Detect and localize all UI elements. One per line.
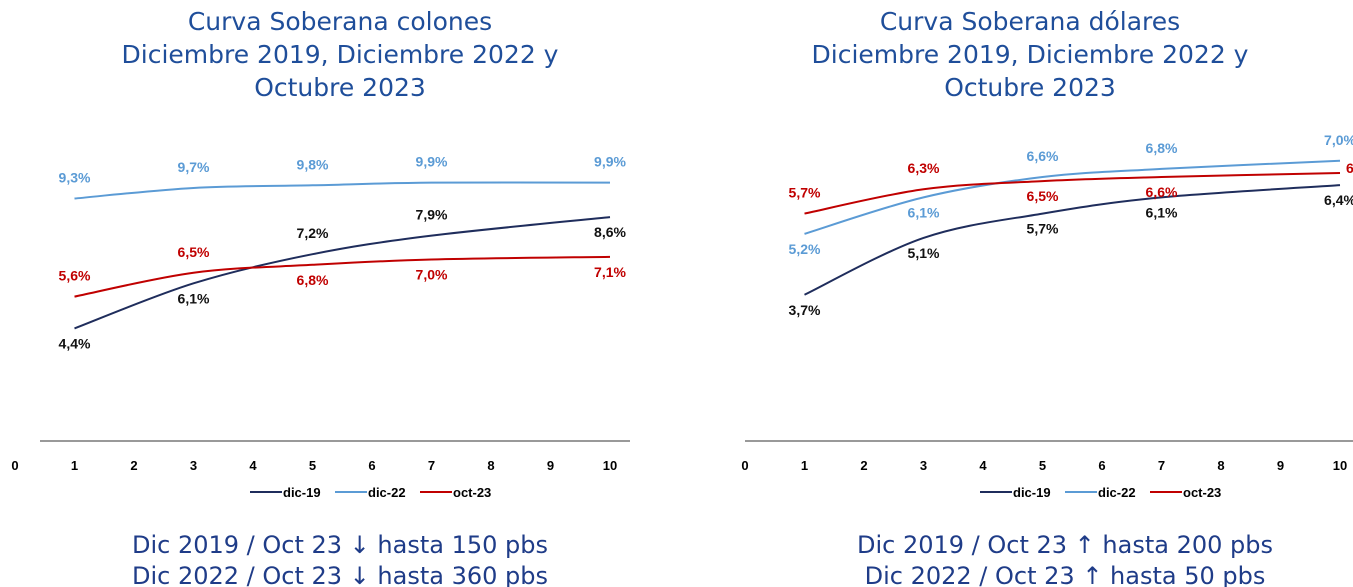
x-tick-label: 1 [71, 458, 78, 473]
x-tick-label: 3 [920, 458, 927, 473]
x-tick-label: 2 [860, 458, 867, 473]
legend-label: dic-22 [368, 485, 406, 500]
data-label: 9,9% [416, 154, 448, 170]
x-tick-label: 0 [11, 458, 18, 473]
series-line [74, 181, 611, 200]
x-tick-label: 2 [130, 458, 137, 473]
x-tick-label: 6 [368, 458, 375, 473]
legend-label: dic-19 [1013, 485, 1051, 500]
x-tick-label: 9 [1277, 458, 1284, 473]
data-label: 6,6% [1146, 184, 1178, 200]
chart-title: Octubre 2023 [254, 73, 426, 102]
data-label: 5,6% [59, 268, 91, 284]
caption: Dic 2019 / Oct 23 ↓ hasta 150 pbs [132, 531, 548, 559]
data-label: 6,1% [178, 290, 210, 306]
chart-title: Diciembre 2019, Diciembre 2022 y [122, 40, 559, 69]
chart-title: Diciembre 2019, Diciembre 2022 y [812, 40, 1249, 69]
data-label: 9,7% [178, 159, 210, 175]
caption: Dic 2022 / Oct 23 ↓ hasta 360 pbs [132, 562, 548, 587]
data-label: 6,5% [1027, 188, 1059, 204]
data-label: 6,3% [908, 160, 940, 176]
chart-title: Octubre 2023 [944, 73, 1116, 102]
x-tick-label: 5 [1039, 458, 1046, 473]
chart-title: Curva Soberana dólares [880, 7, 1180, 36]
series-line [74, 255, 611, 298]
x-tick-label: 4 [249, 458, 257, 473]
series-line [804, 159, 1341, 235]
series-line [804, 171, 1341, 215]
series-line [804, 184, 1341, 296]
data-label: 6,1% [908, 204, 940, 220]
x-tick-label: 6 [1098, 458, 1105, 473]
data-label: 9,3% [59, 170, 91, 186]
data-label: 7,0% [416, 267, 448, 283]
data-label: 7,9% [416, 207, 448, 223]
x-tick-label: 8 [1217, 458, 1224, 473]
x-tick-label: 1 [801, 458, 808, 473]
data-label: 6,7% [1346, 160, 1353, 176]
data-label: 6,5% [178, 244, 210, 260]
data-label: 7,0% [1324, 132, 1353, 148]
x-tick-label: 9 [547, 458, 554, 473]
x-tick-label: 4 [979, 458, 987, 473]
series-line [74, 216, 611, 330]
data-label: 7,1% [594, 264, 626, 280]
x-tick-label: 7 [428, 458, 435, 473]
data-label: 5,7% [789, 185, 821, 201]
data-label: 7,2% [297, 225, 329, 241]
x-tick-label: 10 [603, 458, 617, 473]
data-label: 9,8% [297, 156, 329, 172]
legend-label: dic-19 [283, 485, 321, 500]
data-label: 5,7% [1027, 221, 1059, 237]
x-tick-label: 0 [741, 458, 748, 473]
legend-label: oct-23 [1183, 485, 1221, 500]
caption: Dic 2022 / Oct 23 ↑ hasta 50 pbs [865, 562, 1266, 587]
chart-title: Curva Soberana colones [188, 7, 492, 36]
x-tick-label: 8 [487, 458, 494, 473]
x-tick-label: 3 [190, 458, 197, 473]
legend-label: dic-22 [1098, 485, 1136, 500]
data-label: 6,4% [1324, 192, 1353, 208]
caption: Dic 2019 / Oct 23 ↑ hasta 200 pbs [857, 531, 1273, 559]
data-label: 3,7% [789, 302, 821, 318]
data-label: 4,4% [59, 335, 91, 351]
data-label: 9,9% [594, 154, 626, 170]
data-label: 6,6% [1027, 148, 1059, 164]
data-label: 8,6% [594, 224, 626, 240]
data-label: 6,8% [297, 272, 329, 288]
data-label: 6,1% [1146, 204, 1178, 220]
x-tick-label: 10 [1333, 458, 1347, 473]
data-label: 5,2% [789, 241, 821, 257]
data-label: 6,8% [1146, 140, 1178, 156]
legend-label: oct-23 [453, 485, 491, 500]
x-tick-label: 5 [309, 458, 316, 473]
data-label: 5,1% [908, 245, 940, 261]
x-tick-label: 7 [1158, 458, 1165, 473]
